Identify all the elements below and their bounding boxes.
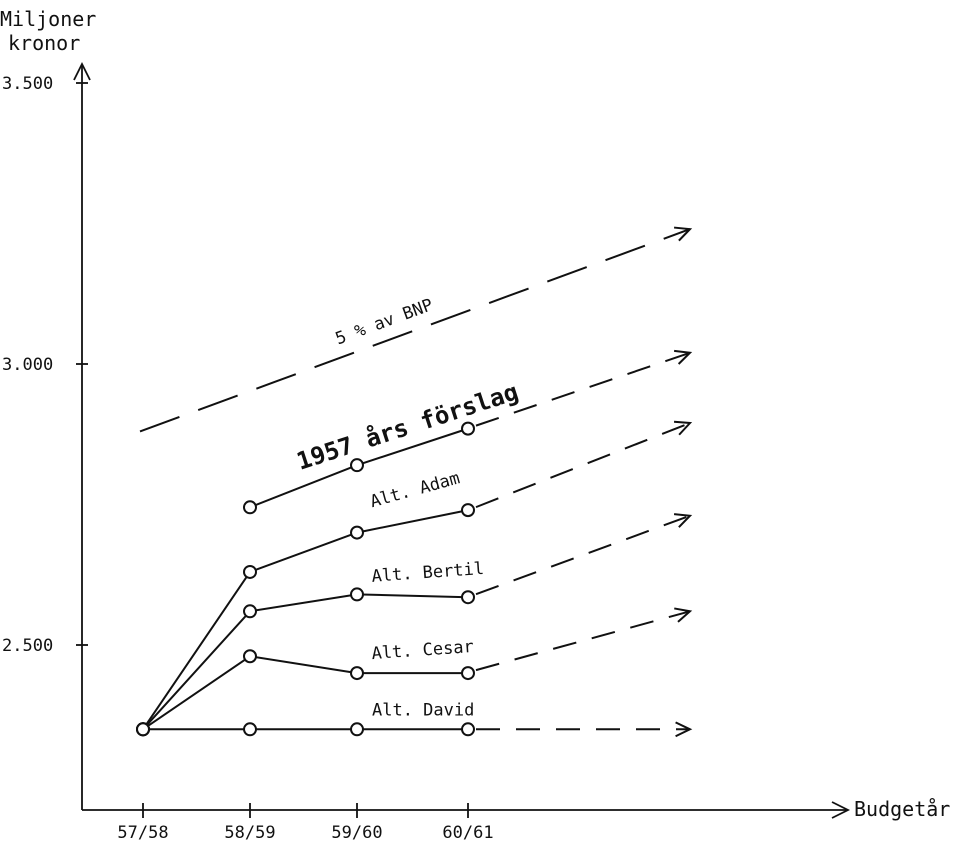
series-projection-arrowhead — [673, 349, 693, 365]
y-tick-label: 2.500 — [2, 636, 53, 656]
x-axis: Budgetår 57/58 58/59 59/60 60/61 — [82, 797, 950, 843]
x-tick-label: 59/60 — [331, 823, 382, 843]
series-line — [142, 593, 469, 730]
reference-line-group: 5 % av BNP — [139, 226, 693, 433]
series-label: 1957 års förslag — [293, 377, 522, 476]
series-point-marker — [350, 666, 364, 681]
series-4: Alt. David — [136, 700, 693, 738]
y-axis: Miljoner kronor 2.500 3.000 3.500 — [0, 7, 96, 810]
y-tick-label: 3.000 — [2, 355, 53, 375]
y-axis-title-line2: kronor — [8, 31, 80, 55]
series-point-marker — [461, 421, 475, 436]
series-point-marker — [350, 722, 364, 737]
y-ticks: 2.500 3.000 3.500 — [2, 74, 88, 656]
series-projection-line — [475, 610, 691, 672]
y-tick-label: 3.500 — [2, 74, 53, 94]
series-point-marker — [136, 722, 150, 737]
series-label: Alt. Bertil — [371, 559, 485, 587]
series-point-marker — [350, 525, 364, 540]
series-projection-arrowhead — [674, 607, 693, 623]
series-label: Alt. Adam — [368, 468, 462, 512]
series-projection-line — [475, 514, 691, 596]
x-ticks: 57/58 58/59 59/60 60/61 — [117, 803, 494, 843]
reference-line — [139, 228, 691, 433]
x-axis-title: Budgetår — [854, 797, 950, 821]
x-axis-arrowhead — [831, 801, 851, 819]
reference-arrowhead — [673, 226, 693, 242]
series-point-marker — [243, 564, 257, 579]
series-projection-arrowhead — [673, 513, 693, 528]
series-point-marker — [243, 722, 257, 737]
series-label: Alt. David — [372, 700, 474, 720]
series-label: Alt. Cesar — [371, 637, 475, 664]
series-line — [142, 509, 469, 730]
x-tick-label: 57/58 — [117, 823, 168, 843]
series-point-marker — [243, 604, 257, 619]
y-axis-arrowhead — [73, 61, 91, 81]
series-projection-line — [475, 422, 691, 509]
series-point-marker — [461, 666, 475, 681]
x-tick-label: 58/59 — [224, 823, 275, 843]
series-point-marker — [350, 587, 364, 602]
series-line — [142, 655, 468, 731]
series-projection-arrowhead — [675, 721, 693, 738]
x-tick-label: 60/61 — [442, 823, 493, 843]
series-point-marker — [461, 722, 475, 737]
series-point-marker — [461, 503, 475, 518]
series-point-marker — [461, 590, 475, 605]
series-point-marker — [350, 458, 364, 473]
series-point-marker — [243, 500, 257, 515]
series-0: 1957 års förslag — [243, 349, 693, 515]
series-projection-arrowhead — [673, 420, 693, 436]
y-axis-title-line1: Miljoner — [0, 7, 96, 31]
series-point-marker — [243, 649, 257, 664]
